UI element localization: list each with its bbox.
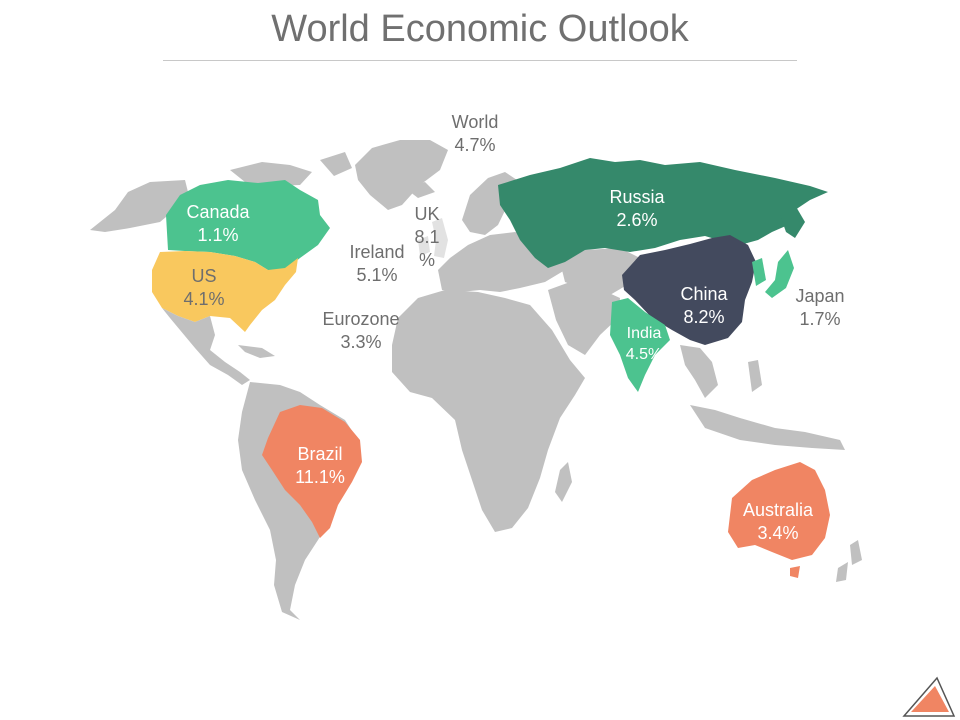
label-brazil: Brazil 11.1%	[270, 443, 370, 489]
arctic-islands-region	[230, 162, 312, 186]
middle-east-region	[548, 282, 620, 355]
label-eurozone: Eurozone 3.3%	[306, 308, 416, 354]
caribbean-region	[238, 345, 275, 358]
russia-region	[498, 158, 828, 268]
label-world-value: 4.7%	[454, 135, 496, 155]
label-australia-value: 3.4%	[757, 523, 799, 543]
madagascar-region	[555, 462, 572, 502]
label-brazil-name: Brazil	[297, 444, 343, 464]
brazil-region	[262, 405, 362, 538]
label-russia-name: Russia	[609, 187, 665, 207]
label-india-value: 4.5%	[625, 346, 663, 363]
alaska-region	[90, 180, 190, 232]
label-canada-name: Canada	[186, 202, 250, 222]
korea-region	[752, 258, 766, 286]
label-eurozone-name: Eurozone	[322, 309, 400, 329]
label-japan: Japan 1.7%	[778, 285, 862, 331]
philippines-region	[748, 360, 762, 392]
label-us: US 4.1%	[154, 265, 254, 311]
ireland-region	[418, 236, 430, 256]
label-australia: Australia 3.4%	[723, 499, 833, 545]
label-world: World 4.7%	[425, 111, 525, 157]
label-uk-value-unit: %	[418, 250, 435, 270]
label-world-name: World	[451, 112, 499, 132]
label-japan-name: Japan	[795, 286, 845, 306]
label-ireland-name: Ireland	[349, 242, 405, 262]
label-china-value: 8.2%	[683, 307, 725, 327]
arctic-island-2	[320, 152, 352, 176]
us-region	[152, 251, 298, 332]
kamchatka-region	[780, 205, 805, 238]
new-zealand-south-region	[836, 562, 848, 582]
new-zealand-region	[850, 540, 862, 565]
label-russia: Russia 2.6%	[587, 186, 687, 232]
indonesia-region	[690, 405, 845, 450]
label-india-name: India	[626, 325, 662, 342]
label-canada-value: 1.1%	[197, 225, 239, 245]
label-uk-value: 8.1	[414, 227, 440, 247]
label-india: India 4.5%	[612, 323, 676, 365]
page-title: World Economic Outlook	[271, 8, 689, 50]
label-brazil-value: 11.1%	[295, 467, 345, 487]
africa-region	[392, 290, 585, 532]
label-ireland: Ireland 5.1%	[327, 241, 427, 287]
label-japan-value: 1.7%	[799, 309, 841, 329]
japan-region	[765, 250, 794, 298]
label-australia-name: Australia	[742, 500, 814, 520]
canada-region	[166, 180, 330, 270]
title-divider	[163, 60, 797, 61]
central-asia-region	[560, 248, 640, 295]
greenland-region	[355, 140, 448, 210]
label-china-name: China	[680, 284, 728, 304]
triangle-logo-icon	[902, 676, 956, 717]
label-uk: UK 8.1 %	[402, 203, 452, 272]
china-region	[622, 235, 756, 345]
label-uk-name: UK	[414, 204, 440, 224]
iceland-region	[405, 182, 435, 198]
southeast-asia-region	[680, 345, 718, 398]
label-russia-value: 2.6%	[616, 210, 658, 230]
label-us-name: US	[191, 266, 217, 286]
label-china: China 8.2%	[654, 283, 754, 329]
label-ireland-value: 5.1%	[356, 265, 398, 285]
india-region	[610, 298, 670, 392]
label-canada: Canada 1.1%	[168, 201, 268, 247]
tasmania-region	[790, 566, 800, 578]
label-eurozone-value: 3.3%	[340, 332, 382, 352]
mexico-region	[162, 308, 250, 385]
australia-region	[728, 462, 830, 560]
uk-region	[432, 218, 448, 258]
label-us-value: 4.1%	[183, 289, 225, 309]
